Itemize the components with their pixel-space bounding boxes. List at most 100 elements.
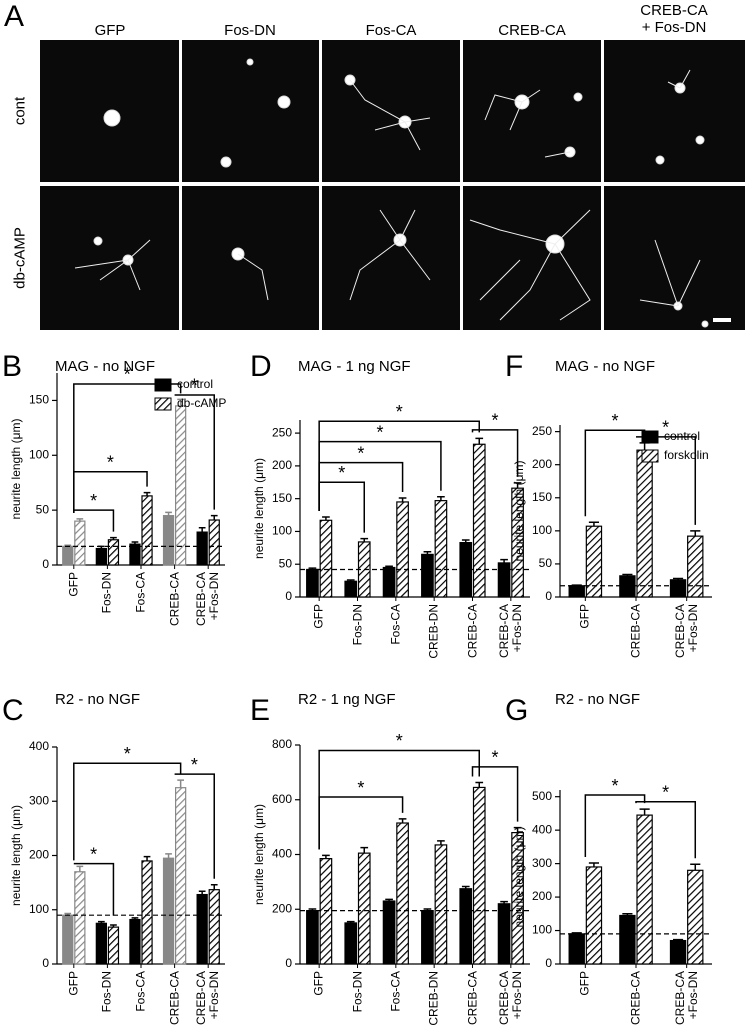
- chart-title: MAG - no NGF: [55, 358, 155, 375]
- error-bar: [513, 826, 522, 833]
- y-axis-label: neurite length (μm): [9, 419, 23, 520]
- bar: [175, 787, 187, 965]
- bar: [568, 933, 585, 965]
- bar: [319, 519, 333, 598]
- bar: [585, 866, 603, 965]
- bar: [459, 888, 473, 965]
- column-label: CREB-CA + Fos-DN: [640, 2, 708, 36]
- error-bar: [461, 885, 470, 889]
- column-label: CREB-CA: [498, 22, 566, 39]
- significance-label: *: [492, 748, 499, 768]
- y-tick-label: 300: [532, 856, 552, 870]
- error-bar: [165, 511, 172, 516]
- y-tick-label: 200: [29, 848, 49, 862]
- y-tick-label: 50: [279, 556, 293, 570]
- error-bar: [690, 530, 701, 537]
- error-bar: [131, 541, 139, 545]
- bar: [196, 893, 208, 965]
- column-label: Fos-CA: [365, 22, 417, 39]
- y-tick-label: 0: [285, 589, 292, 603]
- bar: [568, 585, 585, 598]
- significance-bracket: [584, 429, 646, 517]
- bar: [62, 914, 74, 965]
- y-tick-label: 200: [272, 458, 292, 472]
- x-tick-label: GFP: [66, 572, 81, 597]
- significance-label: *: [357, 778, 364, 798]
- error-bar: [423, 551, 432, 555]
- error-bar: [588, 521, 599, 527]
- significance-label: *: [396, 731, 403, 751]
- x-tick-label: CREB-CA +Fos-DN: [496, 604, 524, 659]
- error-bar: [210, 884, 218, 890]
- error-bar: [143, 855, 151, 861]
- bar: [74, 871, 86, 965]
- y-tick-label: 100: [29, 902, 49, 916]
- significance-bracket: [73, 383, 182, 513]
- bar: [141, 860, 153, 965]
- significance-label: *: [90, 491, 97, 511]
- panel-letter: D: [250, 350, 272, 383]
- error-bar: [437, 495, 445, 501]
- x-tick-label: CREB-CA +Fos-DN: [496, 971, 524, 1026]
- x-tick-label: GFP: [311, 604, 326, 629]
- micrograph: [463, 40, 601, 182]
- x-tick-label: CREB-CA: [465, 604, 479, 659]
- error-bar: [437, 840, 445, 845]
- bar: [162, 857, 175, 965]
- error-bar: [76, 518, 84, 522]
- bar: [669, 939, 687, 965]
- significance-label: *: [396, 402, 403, 422]
- y-tick-label: 800: [272, 737, 292, 751]
- chart-title: R2 - no NGF: [55, 691, 140, 708]
- micrographs: [40, 40, 745, 330]
- x-tick-label: CREB-CA: [628, 604, 643, 659]
- x-tick-label: Fos-CA: [388, 604, 403, 645]
- y-tick-label: 0: [285, 956, 292, 970]
- y-tick-label: 100: [29, 447, 49, 461]
- y-tick-label: 0: [42, 557, 49, 571]
- panel-letter: F: [505, 350, 523, 383]
- error-bar: [98, 920, 105, 924]
- significance-bracket: [73, 862, 115, 916]
- y-tick-label: 0: [42, 956, 49, 970]
- error-bar: [513, 482, 522, 489]
- significance-bracket: [318, 420, 480, 512]
- error-bar: [461, 539, 470, 543]
- error-bar: [346, 920, 355, 923]
- error-bar: [398, 818, 407, 824]
- bar: [62, 545, 74, 566]
- column-label: Fos-DN: [224, 22, 276, 39]
- bar: [74, 520, 86, 566]
- significance-bracket: [471, 766, 519, 822]
- y-tick-label: 250: [272, 425, 292, 439]
- significance-label: *: [662, 782, 669, 802]
- x-tick-label: Fos-DN: [350, 971, 364, 1013]
- panel-letter: E: [250, 694, 270, 727]
- error-bar: [622, 573, 633, 576]
- x-tick-label: Fos-DN: [99, 572, 114, 614]
- bar: [306, 910, 319, 965]
- bar: [357, 852, 371, 965]
- x-tick-label: Fos-DN: [350, 604, 364, 646]
- error-bar: [198, 890, 206, 895]
- micrograph: [40, 186, 179, 330]
- x-tick-label: Fos-CA: [388, 971, 403, 1012]
- significance-label: *: [107, 452, 114, 472]
- bar: [319, 858, 333, 965]
- y-tick-label: 50: [36, 502, 50, 516]
- error-bar: [110, 924, 117, 928]
- y-tick-label: 150: [272, 491, 292, 505]
- significance-label: *: [492, 411, 499, 431]
- significance-bracket: [471, 429, 519, 477]
- x-tick-label: GFP: [311, 971, 326, 996]
- x-tick-label: CREB-CA: [167, 572, 182, 627]
- significance-bracket: [318, 749, 480, 850]
- error-bar: [198, 526, 206, 533]
- x-tick-label: GFP: [66, 971, 81, 996]
- panel-letter: A: [4, 0, 24, 33]
- column-label: GFP: [94, 22, 126, 39]
- significance-label: *: [338, 463, 345, 483]
- y-tick-label: 100: [532, 523, 552, 537]
- y-axis-label: neurite length (μm): [252, 804, 266, 905]
